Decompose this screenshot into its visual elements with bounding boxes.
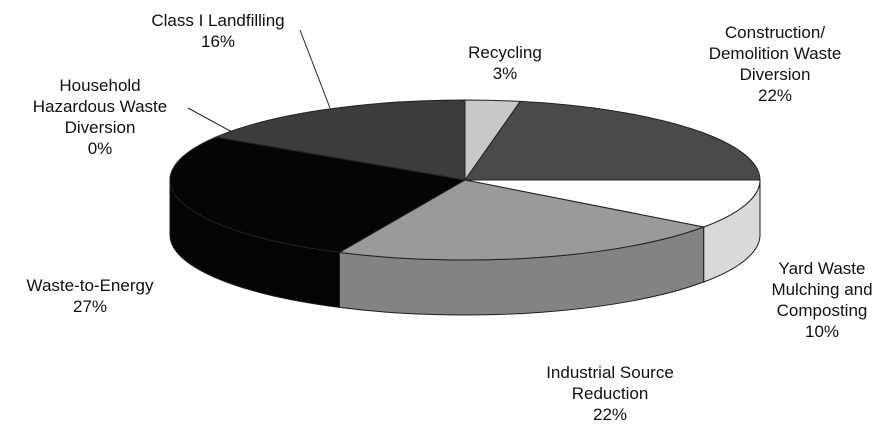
slice-label: Construction/ Demolition Waste Diversion…: [700, 22, 850, 106]
value-label: 27%: [72, 297, 108, 316]
value-label: 3%: [492, 64, 518, 83]
slice: [464, 179, 761, 228]
slice-label: Recycling 3%: [450, 42, 560, 84]
slice-label: Waste-to-Energy 27%: [0, 275, 180, 317]
category-name: Construction/ Demolition Waste Diversion: [708, 23, 842, 84]
value-label: 22%: [592, 405, 628, 424]
category-name: Yard Waste Mulching and Composting: [771, 259, 873, 320]
category-name: Recycling: [468, 43, 542, 62]
slice-label: Yard Waste Mulching and Composting 10%: [760, 258, 885, 342]
category-name: Household Hazardous Waste Diversion: [32, 76, 168, 137]
value-label: 16%: [200, 32, 236, 51]
category-name: Waste-to-Energy: [26, 276, 154, 295]
category-name: Class I Landfilling: [151, 11, 285, 30]
slice: [214, 99, 466, 181]
slice: [169, 136, 467, 253]
value-label: 0%: [87, 139, 113, 158]
value-label: 10%: [804, 322, 840, 341]
slice-label: Industrial Source Reduction 22%: [530, 362, 690, 425]
leader-line: [299, 29, 331, 109]
slice-label: Household Hazardous Waste Diversion 0%: [20, 75, 180, 159]
slice: [464, 100, 761, 181]
category-name: Industrial Source Reduction: [546, 363, 674, 403]
slice-label: Class I Landfilling 16%: [108, 10, 328, 52]
value-label: 22%: [757, 86, 793, 105]
leader-line: [187, 107, 233, 133]
